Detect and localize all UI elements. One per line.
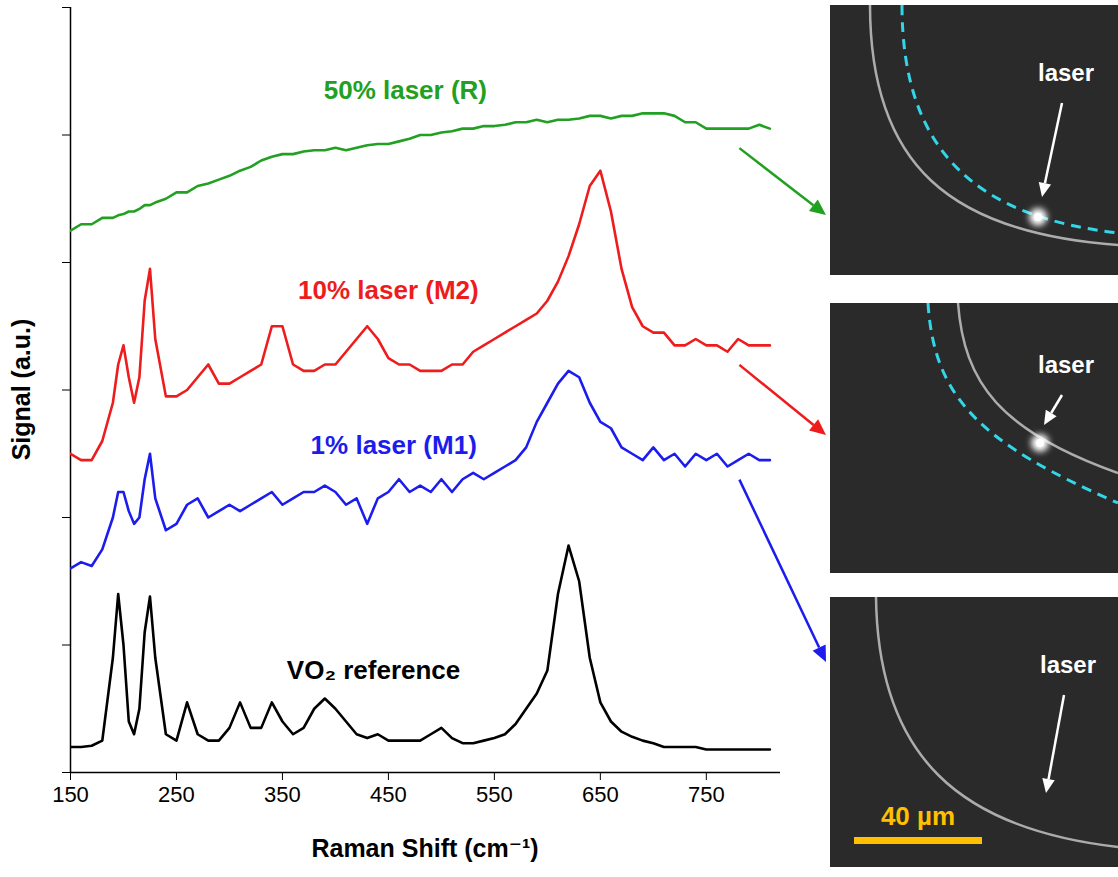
svg-text:laser: laser — [1038, 351, 1094, 378]
svg-text:550: 550 — [476, 782, 513, 807]
svg-text:450: 450 — [370, 782, 407, 807]
svg-text:50% laser (R): 50% laser (R) — [324, 75, 487, 105]
svg-text:150: 150 — [52, 782, 89, 807]
svg-text:Raman Shift (cm⁻¹): Raman Shift (cm⁻¹) — [311, 834, 538, 862]
svg-text:750: 750 — [688, 782, 725, 807]
svg-text:650: 650 — [582, 782, 619, 807]
svg-text:Signal (a.u.): Signal (a.u.) — [7, 319, 35, 461]
svg-text:250: 250 — [158, 782, 195, 807]
svg-text:laser: laser — [1040, 651, 1096, 678]
svg-text:1% laser (M1): 1% laser (M1) — [311, 430, 477, 460]
svg-text:350: 350 — [264, 782, 301, 807]
svg-text:laser: laser — [1038, 59, 1094, 86]
svg-text:40 µm: 40 µm — [881, 801, 955, 831]
svg-text:VO₂ reference: VO₂ reference — [287, 655, 460, 685]
svg-text:10% laser (M2): 10% laser (M2) — [298, 275, 479, 305]
